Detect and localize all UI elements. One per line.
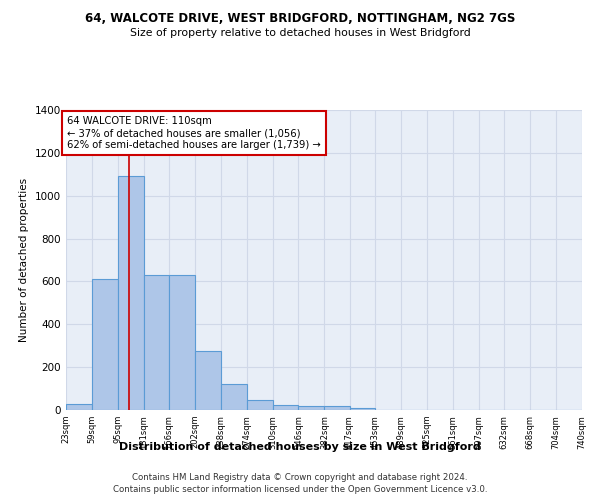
Text: Distribution of detached houses by size in West Bridgford: Distribution of detached houses by size … [119,442,481,452]
Text: 64, WALCOTE DRIVE, WEST BRIDGFORD, NOTTINGHAM, NG2 7GS: 64, WALCOTE DRIVE, WEST BRIDGFORD, NOTTI… [85,12,515,26]
Bar [118,176,144,410]
Y-axis label: Number of detached properties: Number of detached properties [19,178,29,342]
Bar [195,351,221,410]
Text: Size of property relative to detached houses in West Bridgford: Size of property relative to detached ho… [130,28,470,38]
Bar [325,406,350,410]
Text: Contains HM Land Registry data © Crown copyright and database right 2024.: Contains HM Land Registry data © Crown c… [132,472,468,482]
Bar [221,384,247,410]
Bar [169,275,195,410]
Bar [144,275,169,410]
Text: 64 WALCOTE DRIVE: 110sqm
← 37% of detached houses are smaller (1,056)
62% of sem: 64 WALCOTE DRIVE: 110sqm ← 37% of detach… [67,116,321,150]
Bar [298,406,325,410]
Bar [66,404,92,410]
Text: Contains public sector information licensed under the Open Government Licence v3: Contains public sector information licen… [113,485,487,494]
Bar [247,400,272,410]
Bar [92,280,118,410]
Bar [272,404,298,410]
Bar [350,408,376,410]
